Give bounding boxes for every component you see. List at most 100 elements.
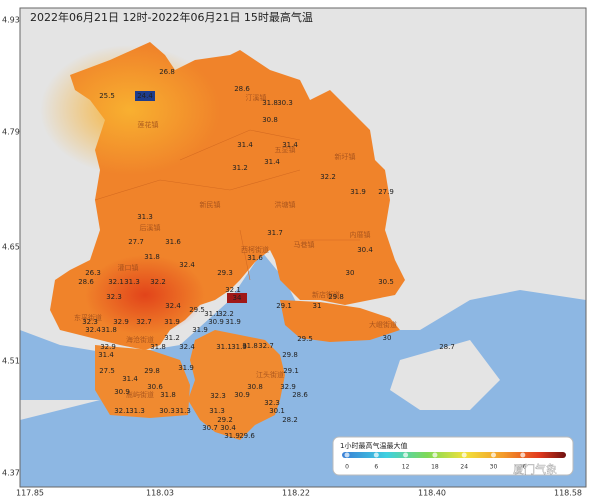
station-value: 31.8 (242, 342, 258, 350)
legend-swatch (403, 452, 409, 458)
lon-tick-label: 118.22 (282, 489, 310, 498)
station-value: 31.2 (164, 334, 180, 342)
station-value: 31.9 (192, 326, 208, 334)
station-value: 29.8 (282, 351, 298, 359)
station-value: 32.2 (320, 173, 336, 181)
lon-tick-label: 118.58 (554, 489, 582, 498)
place-name: 嵩屿街道 (126, 390, 154, 399)
station-value: 31.3 (137, 213, 153, 221)
station-value: 30.3 (159, 407, 175, 415)
station-value: 26.8 (159, 68, 175, 76)
station-value: 31.9 (225, 318, 241, 326)
station-value: 31.8 (160, 391, 176, 399)
place-name: 西柯街道 (241, 245, 269, 254)
watermark: 厦门气象 (513, 462, 557, 476)
station-value: 34 (233, 294, 242, 302)
station-value: 31.8 (262, 99, 278, 107)
station-value: 31.4 (282, 141, 298, 149)
station-value: 32.7 (258, 342, 274, 350)
legend: 1小时最高气温最大值 0 6 12 18 24 30 36 (332, 436, 574, 476)
legend-swatch (491, 452, 496, 458)
station-value: 31.9 (178, 364, 194, 372)
station-value: 31.8 (144, 253, 160, 261)
legend-swatch (344, 452, 350, 458)
station-value: 32.1 (108, 278, 124, 286)
station-value: 30.5 (378, 278, 394, 286)
map-area (20, 8, 586, 487)
station-value: 31.3 (124, 278, 140, 286)
islands (390, 215, 500, 410)
station-value: 32.3 (106, 293, 122, 301)
station-value: 29.3 (217, 269, 233, 277)
station-value: 32.9 (100, 343, 116, 351)
place-name: 灌口镇 (118, 263, 139, 272)
station-value: 31.1 (216, 343, 232, 351)
haicang (95, 345, 190, 418)
lat-tick-label: 4.65 (2, 243, 20, 252)
station-value: 32.9 (113, 318, 129, 326)
legend-swatch (520, 452, 526, 458)
station-value: 28.6 (292, 391, 308, 399)
station-value: 32.4 (85, 326, 101, 334)
legend-title: 1小时最高气温最大值 (340, 441, 407, 450)
station-value: 27.9 (378, 188, 394, 196)
station-value: 27.7 (128, 238, 144, 246)
lon-tick-label: 117.85 (16, 489, 44, 498)
station-value: 30 (383, 334, 392, 342)
place-name: 内厝镇 (350, 230, 371, 239)
station-value: 32.3 (82, 318, 98, 326)
hot-zone (85, 255, 205, 335)
station-value: 29.8 (328, 293, 344, 301)
station-value: 30.4 (220, 424, 236, 432)
station-value: 31.4 (122, 375, 138, 383)
legend-tick-label: 24 (460, 464, 468, 471)
station-value: 30.1 (269, 407, 285, 415)
station-value: 31.6 (165, 238, 181, 246)
place-name: 洪塘镇 (275, 200, 296, 209)
station-value: 31.8 (150, 343, 166, 351)
lat-tick-label: 4.93 (2, 16, 20, 25)
station-value: 31.8 (101, 326, 117, 334)
station-value: 32.4 (165, 302, 181, 310)
station-value: 31 (313, 302, 322, 310)
place-name: 马巷镇 (294, 240, 315, 249)
lon-tick-label: 118.03 (146, 489, 174, 498)
station-value: 31.9 (231, 343, 247, 351)
lon-tick-label: 118.40 (418, 489, 446, 498)
station-value: 32.3 (210, 392, 226, 400)
place-name: 新民镇 (200, 200, 221, 209)
sea (20, 252, 586, 487)
station-value: 30.3 (277, 99, 293, 107)
station-value: 32.2 (150, 278, 166, 286)
legend-tick-label: 12 (402, 464, 410, 471)
station-value: 29.1 (276, 302, 292, 310)
legend-tick-label: 36 (519, 464, 527, 471)
legend-swatch (432, 452, 438, 458)
place-name: 新店街道 (312, 290, 340, 299)
station-value: 31.2 (232, 164, 248, 172)
station-value: 28.7 (439, 343, 455, 351)
station-value: 32.4 (179, 261, 195, 269)
map-title: 2022年06月21日 12时-2022年06月21日 15时最高气温 (30, 10, 313, 24)
station-value: 24.4 (137, 92, 153, 100)
station-value: 31.7 (267, 229, 283, 237)
station-value: 26.3 (85, 269, 101, 277)
place-name: 东孚街道 (74, 313, 102, 322)
boundaries (94, 129, 360, 281)
station-value: 30.8 (247, 383, 263, 391)
station-value: 27.5 (99, 367, 115, 375)
station-value: 32.3 (264, 399, 280, 407)
max-marker (227, 293, 247, 303)
place-name: 江头街道 (256, 370, 284, 379)
station-value: 29.6 (239, 432, 255, 440)
lat-tick-label: 4.79 (2, 128, 20, 137)
station-value: 29.5 (189, 306, 205, 314)
place-name: 大嶝街道 (369, 320, 397, 329)
cool-zone (40, 45, 220, 175)
legend-swatch (461, 452, 467, 458)
east-coast (280, 300, 400, 342)
station-value: 30.7 (202, 424, 218, 432)
lat-tick-label: 4.51 (2, 357, 20, 366)
station-value: 31.3 (209, 407, 225, 415)
